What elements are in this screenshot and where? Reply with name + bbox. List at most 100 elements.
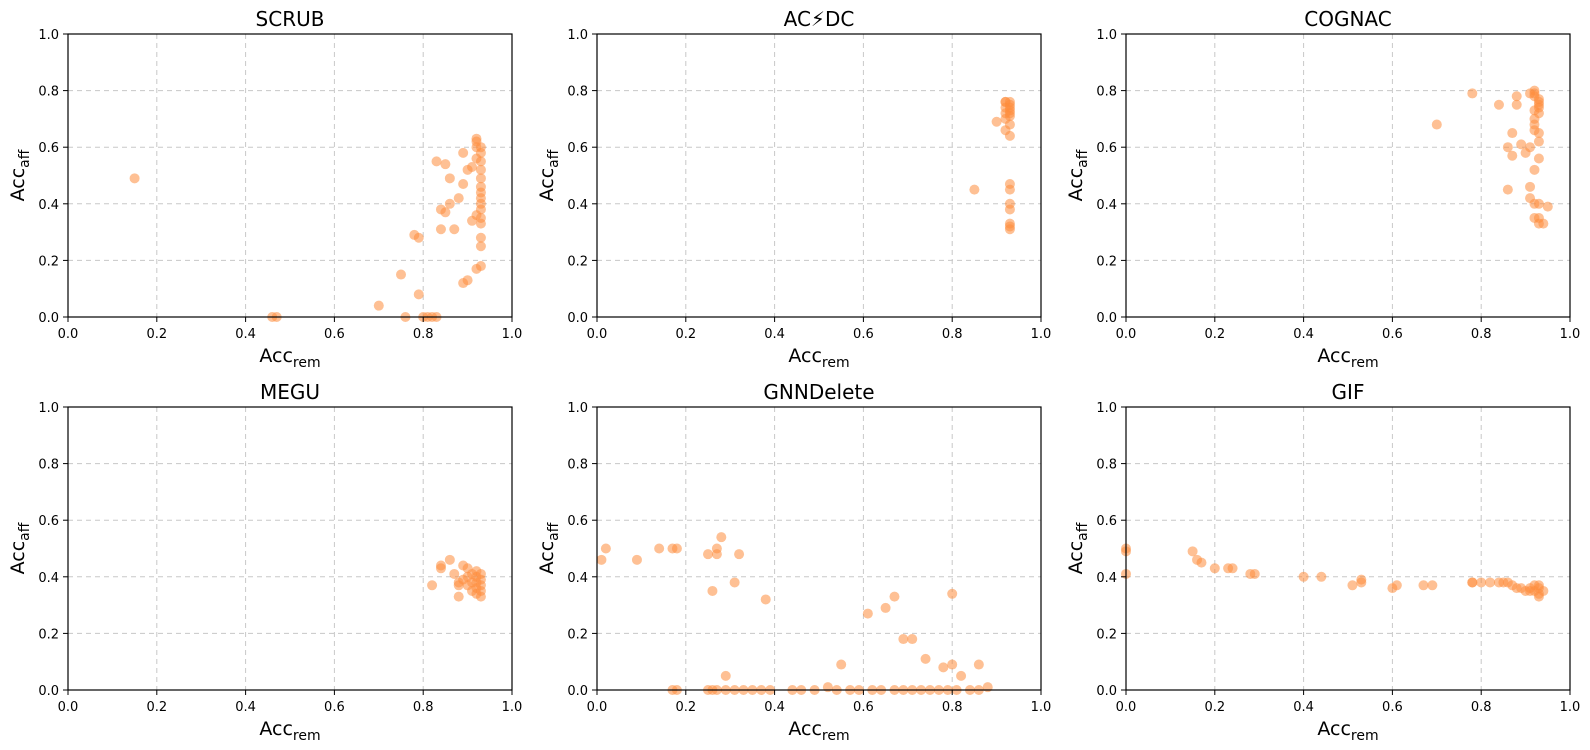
x-tick-label: 0.2 (675, 327, 696, 342)
y-axis-label: Accaff (536, 522, 562, 574)
plot-frame (596, 33, 1042, 318)
data-point (1507, 150, 1518, 161)
data-point (947, 588, 958, 599)
data-point (1427, 580, 1438, 591)
scatter-panel-1: 0.0 0.2 0.4 0.6 0.8 1.0 0.0 0.2 0.4 0.6 0.8 1.0 SCRU… (7, 7, 522, 371)
data-point (427, 580, 438, 591)
x-axis-label: Accrem (1317, 345, 1378, 371)
data-point (1507, 128, 1518, 139)
y-tick-label: 0.0 (38, 684, 59, 699)
y-tick-label: 0.4 (1096, 198, 1117, 213)
x-tick-label: 0.6 (853, 700, 874, 715)
x-axis-label: Accrem (259, 718, 320, 744)
data-point (947, 659, 958, 670)
y-tick-label: 0.2 (1096, 254, 1117, 269)
data-point (836, 659, 847, 670)
data-point (716, 532, 727, 543)
data-point (413, 289, 424, 300)
x-tick-label: 0.6 (324, 700, 345, 715)
x-tick-label: 1.0 (502, 700, 523, 715)
y-tick-label: 0.2 (38, 254, 59, 269)
panel-title: MEGU (260, 380, 320, 404)
data-point (449, 568, 460, 579)
data-point (1476, 577, 1487, 588)
data-point (1356, 577, 1367, 588)
data-point (453, 591, 464, 602)
data-point (889, 591, 900, 602)
x-tick-label: 0.8 (1471, 700, 1492, 715)
y-tick-label: 1.0 (38, 28, 59, 43)
x-tick-label: 0.0 (58, 327, 79, 342)
x-tick-label: 0.8 (413, 327, 434, 342)
data-point (1000, 108, 1011, 119)
x-tick-label: 0.0 (1116, 700, 1137, 715)
data-point (1533, 580, 1544, 591)
y-tick-label: 0.2 (38, 627, 59, 642)
data-point (671, 543, 682, 554)
y-tick-label: 1.0 (1096, 28, 1117, 43)
panel-title: AC⚡DC (784, 7, 855, 31)
data-point (991, 116, 1002, 127)
x-tick-label: 0.6 (324, 327, 345, 342)
scatter-panel-3: 0.0 0.2 0.4 0.6 0.8 1.0 0.0 0.2 0.4 0.6 0.8 1.0 COGN… (1065, 7, 1580, 371)
data-point (1542, 201, 1553, 212)
panel-title: GNNDelete (763, 380, 874, 404)
data-point (1529, 125, 1540, 136)
x-tick-label: 0.8 (942, 327, 963, 342)
data-point (654, 543, 665, 554)
data-point (956, 670, 967, 681)
data-point (1511, 99, 1522, 110)
data-point (1196, 557, 1207, 568)
y-tick-label: 0.2 (567, 627, 588, 642)
y-tick-label: 0.4 (567, 571, 588, 586)
y-tick-label: 0.0 (1096, 684, 1117, 699)
plot-frame (1125, 406, 1571, 691)
data-point (1004, 224, 1015, 235)
x-axis-label: Accrem (788, 718, 849, 744)
data-point (475, 591, 486, 602)
y-axis-label: Accaff (7, 522, 33, 574)
data-point (596, 554, 607, 565)
data-point (458, 178, 469, 189)
y-tick-label: 0.4 (567, 198, 588, 213)
data-point (1391, 580, 1402, 591)
x-tick-label: 0.0 (58, 700, 79, 715)
x-tick-label: 0.4 (1293, 327, 1314, 342)
data-point (1533, 136, 1544, 147)
data-point (444, 173, 455, 184)
panel-title: COGNAC (1304, 7, 1391, 31)
data-point (444, 198, 455, 209)
data-point (1187, 546, 1198, 557)
data-point (1516, 139, 1527, 150)
data-point (973, 659, 984, 670)
plot-frame (67, 406, 513, 691)
data-point (373, 300, 384, 311)
scatter-panel-2: 0.0 0.2 0.4 0.6 0.8 1.0 0.0 0.2 0.4 0.6 0.8 1.0 AC⚡D… (536, 7, 1051, 371)
plot-frame (1125, 33, 1571, 318)
y-tick-label: 0.8 (1096, 85, 1117, 100)
data-point (862, 608, 873, 619)
data-point (938, 662, 949, 673)
x-tick-label: 0.2 (146, 700, 167, 715)
data-point (396, 269, 406, 280)
y-tick-label: 1.0 (567, 401, 588, 416)
y-tick-label: 0.6 (38, 141, 59, 156)
data-point (707, 585, 718, 596)
data-point (1502, 142, 1513, 153)
y-tick-label: 0.2 (1096, 627, 1117, 642)
data-point (475, 218, 486, 229)
data-point (1485, 577, 1496, 588)
data-point (1493, 99, 1504, 110)
data-point (475, 241, 486, 252)
data-point (458, 147, 469, 158)
y-tick-label: 0.0 (1096, 311, 1117, 326)
data-point (440, 159, 451, 170)
y-axis-label: Accaff (536, 149, 562, 201)
y-tick-label: 0.8 (38, 458, 59, 473)
data-point (475, 204, 486, 215)
data-point (1511, 91, 1522, 102)
x-tick-label: 0.2 (675, 700, 696, 715)
data-point (1004, 204, 1015, 215)
data-point (898, 634, 909, 645)
data-point (471, 263, 482, 274)
